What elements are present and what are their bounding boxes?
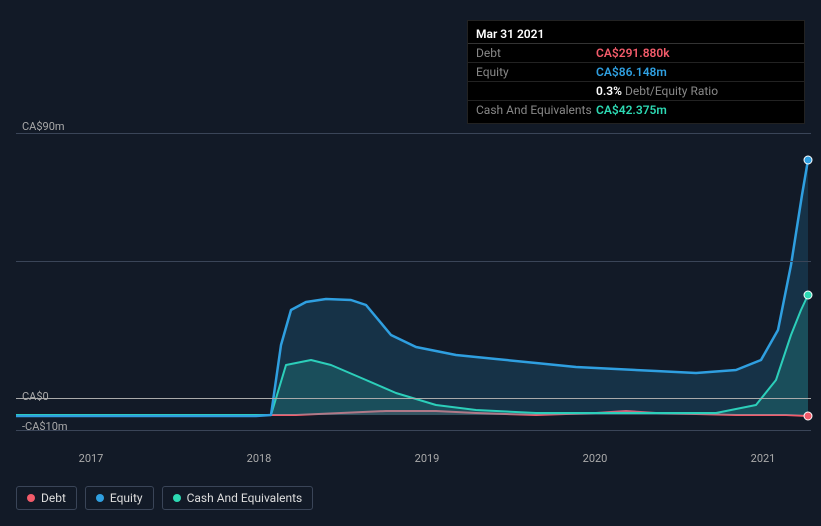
tooltip-row: DebtCA$291.880k xyxy=(468,44,804,63)
legend-item[interactable]: Equity xyxy=(85,486,154,510)
tooltip-row-label: Equity xyxy=(476,65,596,79)
tooltip-row-value: 0.3% Debt/Equity Ratio xyxy=(596,84,718,98)
gridline xyxy=(16,133,811,134)
y-axis-label: CA$0 xyxy=(22,390,49,403)
legend-swatch xyxy=(27,494,35,502)
tooltip-row-value: CA$86.148m xyxy=(596,65,667,79)
chart-legend: Debt Equity Cash And Equivalents xyxy=(16,486,313,510)
series-marker xyxy=(804,412,812,420)
x-axis-label: 2019 xyxy=(415,452,440,465)
gridline xyxy=(16,430,811,431)
series-marker xyxy=(804,291,812,299)
tooltip-row-value: CA$42.375m xyxy=(596,103,667,117)
tooltip-row-label: Cash And Equivalents xyxy=(476,103,596,117)
tooltip-row-value: CA$291.880k xyxy=(596,46,670,60)
x-axis-label: 2020 xyxy=(583,452,608,465)
legend-label: Equity xyxy=(110,491,143,505)
gridline xyxy=(16,398,811,399)
legend-swatch xyxy=(96,494,104,502)
tooltip-row-label: Debt xyxy=(476,46,596,60)
series-marker xyxy=(804,156,812,164)
legend-label: Cash And Equivalents xyxy=(187,491,303,505)
legend-item[interactable]: Cash And Equivalents xyxy=(162,486,314,510)
legend-swatch xyxy=(173,494,181,502)
legend-item[interactable]: Debt xyxy=(16,486,77,510)
chart-tooltip: Mar 31 2021 DebtCA$291.880kEquityCA$86.1… xyxy=(467,20,805,124)
chart-svg xyxy=(16,120,811,470)
y-axis-label: CA$90m xyxy=(22,120,65,133)
tooltip-row: Cash And EquivalentsCA$42.375m xyxy=(468,101,804,119)
x-axis-label: 2018 xyxy=(247,452,272,465)
x-axis-label: 2017 xyxy=(79,452,104,465)
tooltip-date: Mar 31 2021 xyxy=(468,25,804,44)
series-area xyxy=(16,160,808,416)
x-axis-label: 2021 xyxy=(751,452,776,465)
debt-equity-chart[interactable]: CA$90m CA$0 -CA$10m 2017 2018 2019 2020 2021 xyxy=(16,120,811,470)
gridline xyxy=(16,261,811,262)
y-axis-label: -CA$10m xyxy=(22,420,68,433)
tooltip-row-label xyxy=(476,84,596,98)
tooltip-row: EquityCA$86.148m xyxy=(468,63,804,82)
tooltip-rows: DebtCA$291.880kEquityCA$86.148m0.3% Debt… xyxy=(468,44,804,119)
tooltip-row: 0.3% Debt/Equity Ratio xyxy=(468,82,804,101)
legend-label: Debt xyxy=(41,491,66,505)
